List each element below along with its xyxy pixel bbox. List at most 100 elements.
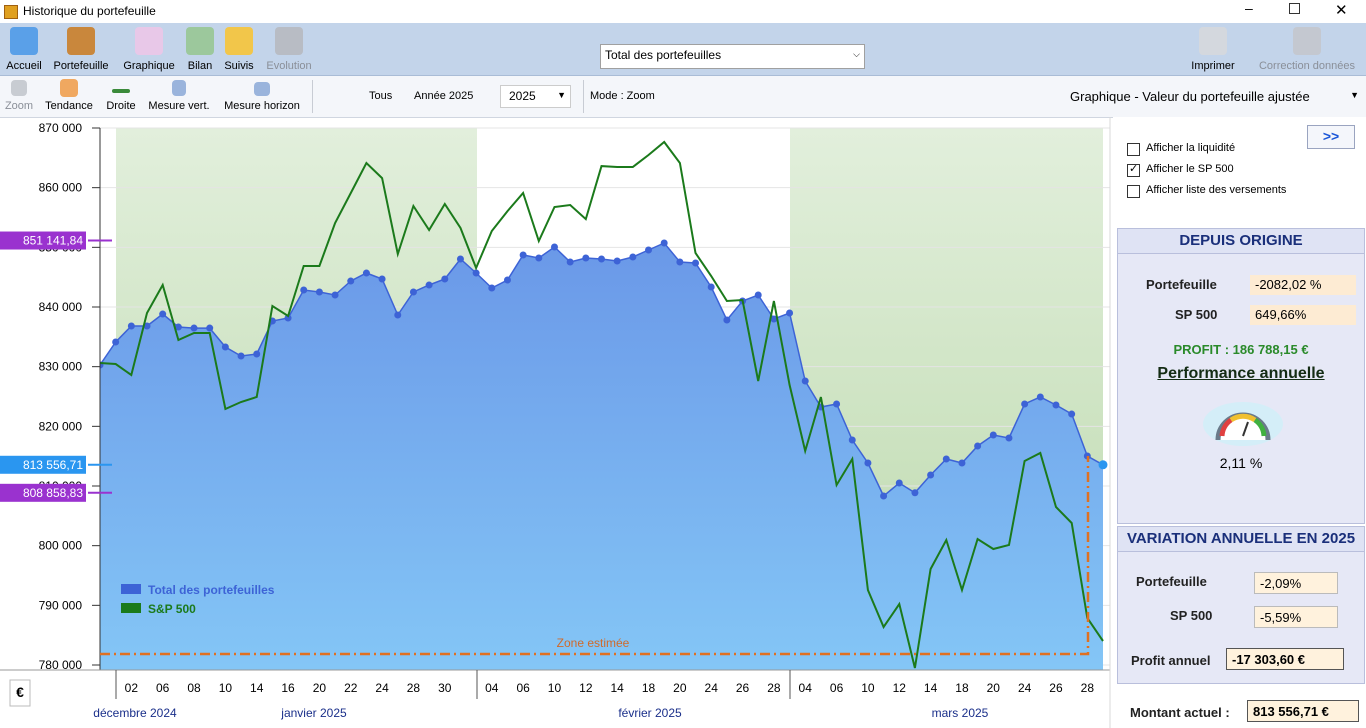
tool-icon (254, 82, 270, 96)
legend-label: Total des portefeuilles (148, 583, 275, 597)
x-tick-label: 14 (924, 681, 938, 695)
point (754, 291, 762, 299)
tool-icon (172, 80, 186, 96)
correction-icon (1293, 27, 1321, 55)
toolbar-button[interactable]: Graphique (123, 60, 175, 72)
x-tick-label: 18 (642, 681, 656, 695)
month-label: février 2025 (618, 706, 682, 720)
value-marker-label: 808 858,83 (23, 486, 83, 500)
point (911, 489, 919, 497)
x-tick-label: 14 (610, 681, 624, 695)
restore[interactable] (1289, 3, 1300, 14)
point (206, 324, 214, 332)
point (676, 258, 684, 266)
x-tick-label: 12 (579, 681, 593, 695)
annual-box: VARIATION ANNUELLE EN 2025 Portefeuille … (1117, 526, 1365, 684)
point (723, 316, 731, 324)
point (848, 436, 856, 444)
main-toolbar: Accueil Portefeuille Graphique Bilan Sui… (0, 23, 1366, 76)
point (613, 257, 621, 265)
x-tick-label: 28 (407, 681, 421, 695)
tool-icon (60, 79, 78, 97)
x-tick-label: 06 (516, 681, 530, 695)
period-button[interactable]: Tous (369, 90, 393, 102)
legend-swatch (121, 584, 141, 594)
close[interactable]: ✕ (1335, 2, 1348, 19)
row-label: SP 500 (1170, 608, 1213, 623)
x-tick-label: 20 (673, 681, 687, 695)
legend-label: S&P 500 (148, 602, 196, 616)
app-icon (4, 5, 18, 19)
x-tick-label: 04 (485, 681, 499, 695)
toolbar-button[interactable]: Bilan (187, 60, 213, 72)
minimize[interactable]: – (1245, 0, 1253, 16)
x-tick-label: 24 (375, 681, 389, 695)
home-icon (10, 27, 38, 55)
point (378, 275, 386, 283)
value-marker (0, 231, 86, 250)
tool-button[interactable]: Mesure vert. (148, 100, 210, 112)
x-tick-label: 10 (861, 681, 875, 695)
point (550, 243, 558, 251)
annotation: Zone estimée (557, 636, 630, 650)
row-value: -17 303,60 € (1226, 648, 1344, 670)
checkbox[interactable]: ✓ (1127, 163, 1140, 177)
point (190, 324, 198, 332)
area (100, 243, 1103, 670)
checkbox-label: Afficher liste des versements (1146, 184, 1287, 196)
month-label: mars 2025 (932, 706, 989, 720)
checkbox[interactable] (1127, 143, 1140, 156)
point (880, 492, 888, 500)
x-tick-label: 10 (548, 681, 562, 695)
performance: 2,11 % (1219, 455, 1263, 471)
tool-button[interactable]: Droite (106, 100, 136, 112)
year-select[interactable]: 2025 ▼ (500, 85, 571, 108)
toolbar-button[interactable]: Accueil (6, 60, 42, 72)
month-label: janvier 2025 (280, 706, 347, 720)
point (786, 309, 794, 317)
tool-button[interactable]: Mesure horizon (224, 100, 300, 112)
estimated-zone-line (100, 456, 1090, 656)
x-tick-label: 06 (830, 681, 844, 695)
current-value: 813 556,71 € (1247, 700, 1359, 722)
toolbar-button[interactable]: Imprimer (1191, 60, 1235, 72)
checkbox-label: Afficher le SP 500 (1146, 163, 1234, 175)
legend-swatch (121, 603, 141, 613)
period-button[interactable]: Année 2025 (414, 90, 474, 102)
balance-icon (186, 27, 214, 55)
point (143, 322, 151, 330)
x-tick-label: 28 (767, 681, 781, 695)
value-marker-label: 851 141,84 (23, 234, 83, 248)
y-tick-label: 800 000 (39, 539, 83, 553)
y-tick-label: 860 000 (39, 181, 83, 195)
x-tick-label: 24 (705, 681, 719, 695)
toolbar-button: Correction données (1258, 60, 1356, 72)
x-tick-label: 12 (893, 681, 907, 695)
point (253, 350, 261, 358)
y-tick-label: 780 000 (39, 658, 83, 672)
x-tick-label: 08 (187, 681, 201, 695)
checkbox[interactable] (1127, 185, 1140, 198)
x-tick-label: 02 (125, 681, 139, 695)
row-label: Portefeuille (1146, 277, 1217, 292)
toolbar-button[interactable]: Suivis (224, 60, 254, 72)
point (394, 311, 402, 319)
point (770, 315, 778, 323)
value-marker-label: 813 556,71 (23, 458, 83, 472)
current-point (1098, 460, 1108, 470)
toolbar-button[interactable]: Portefeuille (53, 60, 109, 72)
tool-button[interactable]: Tendance (45, 100, 93, 112)
evolution-icon (275, 27, 303, 55)
point (1068, 410, 1076, 418)
portfolio-select[interactable]: Total des portefeuilles ⌵ (600, 44, 865, 69)
gauge-green (1253, 417, 1267, 437)
expand-button[interactable]: >> (1307, 125, 1355, 149)
point (284, 314, 292, 322)
origin-box: DEPUIS ORIGINE Portefeuille -2082,02 % S… (1117, 228, 1365, 524)
view-select[interactable]: Graphique - Valeur du portefeuille ajust… (1062, 85, 1364, 108)
watch-icon (225, 27, 253, 55)
point (692, 259, 700, 267)
x-tick-label: 18 (955, 681, 969, 695)
y-tick-label: 830 000 (39, 360, 83, 374)
